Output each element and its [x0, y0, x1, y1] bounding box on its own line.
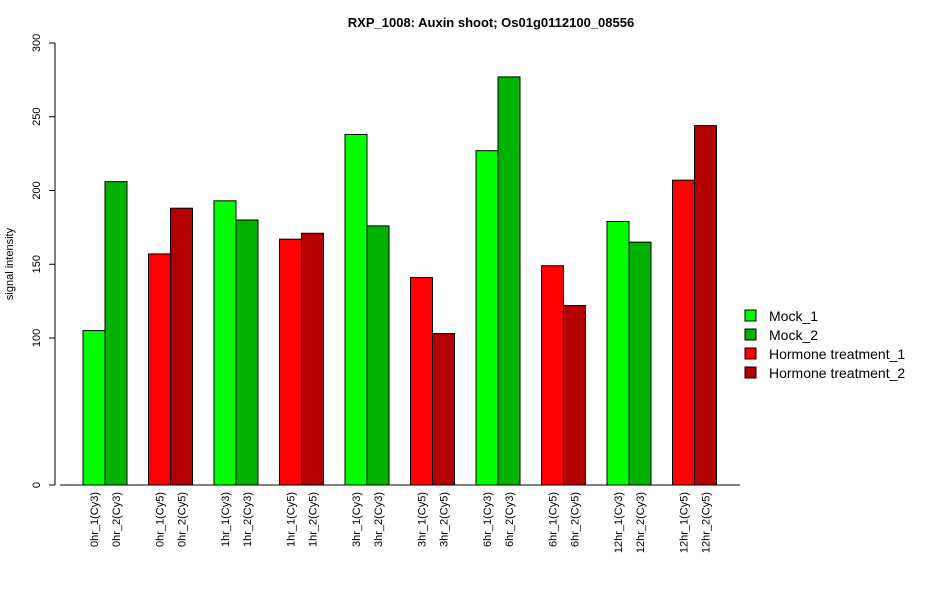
bar	[628, 241, 652, 486]
bar	[606, 220, 630, 486]
bar	[148, 253, 171, 486]
y-tick-label: 0	[31, 482, 43, 488]
x-tick-label: 3hr_1(Cy5)	[417, 492, 429, 547]
y-tick-label: 200	[31, 181, 43, 199]
x-tick-label: 12hr_2(Cy5)	[701, 492, 713, 553]
x-tick-label: 12hr_1(Cy3)	[613, 492, 625, 553]
bar	[694, 125, 717, 486]
bar	[344, 133, 368, 486]
y-tick-label: 300	[31, 34, 43, 52]
x-tick-label: 12hr_1(Cy5)	[679, 492, 691, 553]
x-tick-label: 1hr_1(Cy5)	[286, 492, 298, 547]
x-tick-label: 12hr_2(Cy3)	[635, 492, 647, 553]
x-tick-label: 6hr_2(Cy5)	[570, 492, 582, 547]
bar	[82, 330, 106, 486]
legend-swatch	[744, 366, 757, 379]
bar	[366, 225, 390, 486]
x-tick-label: 0hr_2(Cy3)	[111, 492, 123, 547]
legend-label: Mock_1	[769, 308, 818, 324]
x-tick-label: 6hr_1(Cy5)	[548, 492, 560, 547]
legend-label: Hormone treatment_1	[769, 346, 905, 362]
legend-swatch	[744, 328, 757, 341]
legend-label: Mock_2	[769, 327, 818, 343]
legend-swatch	[744, 347, 757, 360]
chart-title: RXP_1008: Auxin shoot; Os01g0112100_0855…	[348, 15, 634, 30]
bar	[541, 265, 564, 486]
bar	[497, 76, 521, 486]
x-tick-label: 1hr_2(Cy5)	[308, 492, 320, 547]
x-tick-label: 6hr_2(Cy3)	[504, 492, 516, 547]
x-tick-label: 1hr_1(Cy3)	[220, 492, 232, 547]
x-tick-labels: 0hr_1(Cy3) 0hr_2(Cy3) 0hr_1(Cy5) 0hr_2(Cy5)…	[89, 492, 713, 553]
x-tick-label: 0hr_1(Cy3)	[89, 492, 101, 547]
x-tick-label: 1hr_2(Cy3)	[242, 492, 254, 547]
x-tick-label: 3hr_1(Cy3)	[351, 492, 363, 547]
legend: Mock_1 Mock_2 Hormone treatment_1 Hormone t…	[744, 308, 905, 381]
bar	[279, 238, 302, 486]
x-tick-label: 0hr_1(Cy5)	[155, 492, 167, 547]
bar	[104, 181, 128, 486]
bar	[213, 200, 237, 486]
bar	[170, 207, 193, 486]
y-axis-label: signal intensity	[4, 227, 16, 300]
bar	[235, 219, 259, 486]
x-tick-label: 6hr_1(Cy3)	[482, 492, 494, 547]
bar	[301, 232, 324, 486]
x-tick-label: 3hr_2(Cy5)	[439, 492, 451, 547]
x-tick-label: 0hr_2(Cy5)	[177, 492, 189, 547]
bar	[432, 333, 455, 486]
bar	[410, 277, 433, 486]
x-tick-label: 3hr_2(Cy3)	[373, 492, 385, 547]
legend-swatch	[744, 309, 757, 322]
y-axis: 0 100 150 200 250 300	[31, 34, 56, 488]
bar	[563, 305, 586, 486]
legend-label: Hormone treatment_2	[769, 365, 905, 381]
y-tick-label: 250	[31, 108, 43, 126]
bar	[672, 179, 695, 486]
bars-group	[82, 76, 717, 486]
bar	[475, 150, 499, 486]
y-tick-label: 100	[31, 329, 43, 347]
y-tick-label: 150	[31, 255, 43, 273]
